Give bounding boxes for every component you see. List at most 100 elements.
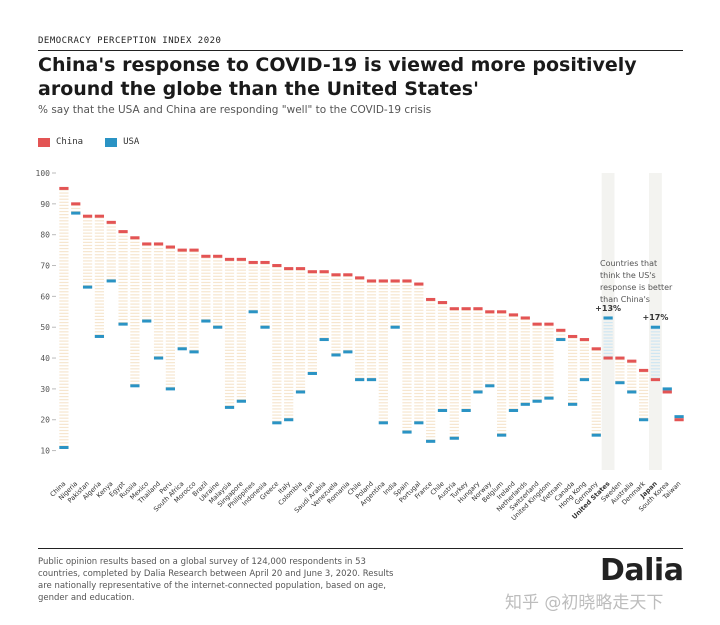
china-marker xyxy=(485,310,495,314)
china-marker xyxy=(248,260,258,264)
usa-marker xyxy=(508,408,519,412)
china-marker xyxy=(142,242,152,246)
usa-marker xyxy=(118,322,128,326)
usa-marker xyxy=(248,310,258,314)
legend-item-china: China xyxy=(38,137,83,147)
legend-swatch-china xyxy=(38,137,50,147)
china-marker xyxy=(260,260,270,264)
usa-marker xyxy=(437,408,448,412)
usa-marker xyxy=(544,396,554,400)
footnote: Public opinion results based on a global… xyxy=(38,557,394,603)
china-marker xyxy=(426,297,436,301)
usa-marker xyxy=(520,402,530,406)
usa-marker xyxy=(532,399,542,403)
legend-item-usa: USA xyxy=(105,137,139,147)
usa-marker xyxy=(213,325,223,329)
chart-subtitle: % say that the USA and China are respond… xyxy=(38,104,432,116)
usa-marker xyxy=(295,390,306,394)
usa-marker xyxy=(579,378,590,382)
china-marker xyxy=(201,254,211,258)
legend-swatch-usa xyxy=(105,137,118,147)
china-marker xyxy=(319,270,329,274)
annotation-text: Countries that think the US's response is … xyxy=(600,259,673,304)
usa-marker xyxy=(591,433,601,437)
china-marker xyxy=(674,418,684,422)
usa-marker xyxy=(71,211,81,215)
usa-marker xyxy=(378,421,388,425)
china-marker xyxy=(189,248,199,252)
usa-marker xyxy=(177,347,187,351)
china-marker xyxy=(461,307,471,311)
china-marker xyxy=(591,347,601,351)
usa-marker xyxy=(674,415,684,419)
highlight-column xyxy=(649,173,662,470)
usa-marker xyxy=(319,338,329,342)
china-marker xyxy=(615,356,625,360)
china-marker xyxy=(355,276,365,280)
usa-marker xyxy=(638,418,649,422)
china-marker xyxy=(544,322,554,326)
china-marker xyxy=(71,202,81,206)
china-marker xyxy=(59,186,69,190)
dot-range-chart: 102030405060708090100ChinaNigeriaPakista… xyxy=(36,169,684,522)
bottom-rule xyxy=(38,548,683,549)
chart-kicker: DEMOCRACY PERCEPTION INDEX 2020 xyxy=(38,36,222,46)
china-marker xyxy=(82,214,93,218)
china-marker xyxy=(284,267,294,271)
usa-marker xyxy=(390,325,400,329)
china-marker xyxy=(94,214,105,218)
y-tick-label: 80 xyxy=(40,231,50,240)
china-marker xyxy=(650,378,661,382)
usa-marker xyxy=(414,421,424,425)
usa-marker xyxy=(189,350,199,354)
usa-marker xyxy=(236,399,246,403)
legend-label-usa: USA xyxy=(123,137,140,147)
dalia-logo: Dalia xyxy=(600,553,684,588)
legend-label-china: China xyxy=(56,137,84,147)
annotation-line: think the US's xyxy=(600,271,656,280)
watermark: 知乎 @初晓略走天下 xyxy=(505,593,664,613)
china-marker xyxy=(603,356,613,360)
china-marker xyxy=(295,267,306,271)
china-marker xyxy=(272,264,282,268)
y-tick-label: 20 xyxy=(40,416,50,425)
usa-marker xyxy=(59,445,69,449)
usa-marker xyxy=(343,350,353,354)
china-marker xyxy=(497,310,507,314)
china-marker xyxy=(343,273,353,277)
usa-marker xyxy=(331,353,341,357)
y-tick-label: 50 xyxy=(40,323,50,332)
china-marker xyxy=(366,279,377,283)
chart-title: China's response to COVID-19 is viewed m… xyxy=(38,54,637,100)
y-tick-label: 70 xyxy=(40,262,50,271)
china-marker xyxy=(153,242,164,246)
china-marker xyxy=(627,359,637,363)
usa-marker xyxy=(260,325,270,329)
usa-marker xyxy=(307,371,317,375)
usa-marker xyxy=(402,430,412,434)
china-marker xyxy=(224,257,235,261)
usa-marker xyxy=(106,279,116,283)
usa-marker xyxy=(366,378,377,382)
china-marker xyxy=(402,279,412,283)
usa-marker xyxy=(142,319,152,323)
china-marker xyxy=(532,322,542,326)
highlight-column xyxy=(601,173,615,470)
china-marker xyxy=(177,248,187,252)
china-marker xyxy=(106,220,116,224)
annotation-line: Countries that xyxy=(600,259,657,268)
china-marker xyxy=(556,328,566,332)
china-marker xyxy=(437,301,448,305)
china-marker xyxy=(414,282,424,286)
usa-marker xyxy=(497,433,507,437)
y-tick-label: 40 xyxy=(40,354,50,363)
china-marker xyxy=(307,270,317,274)
usa-marker xyxy=(485,384,495,388)
china-marker xyxy=(213,254,223,258)
usa-marker xyxy=(603,316,613,320)
usa-marker xyxy=(130,384,140,388)
usa-marker xyxy=(449,436,459,440)
china-marker xyxy=(118,230,128,234)
china-marker xyxy=(165,245,176,249)
usa-marker xyxy=(165,387,176,391)
